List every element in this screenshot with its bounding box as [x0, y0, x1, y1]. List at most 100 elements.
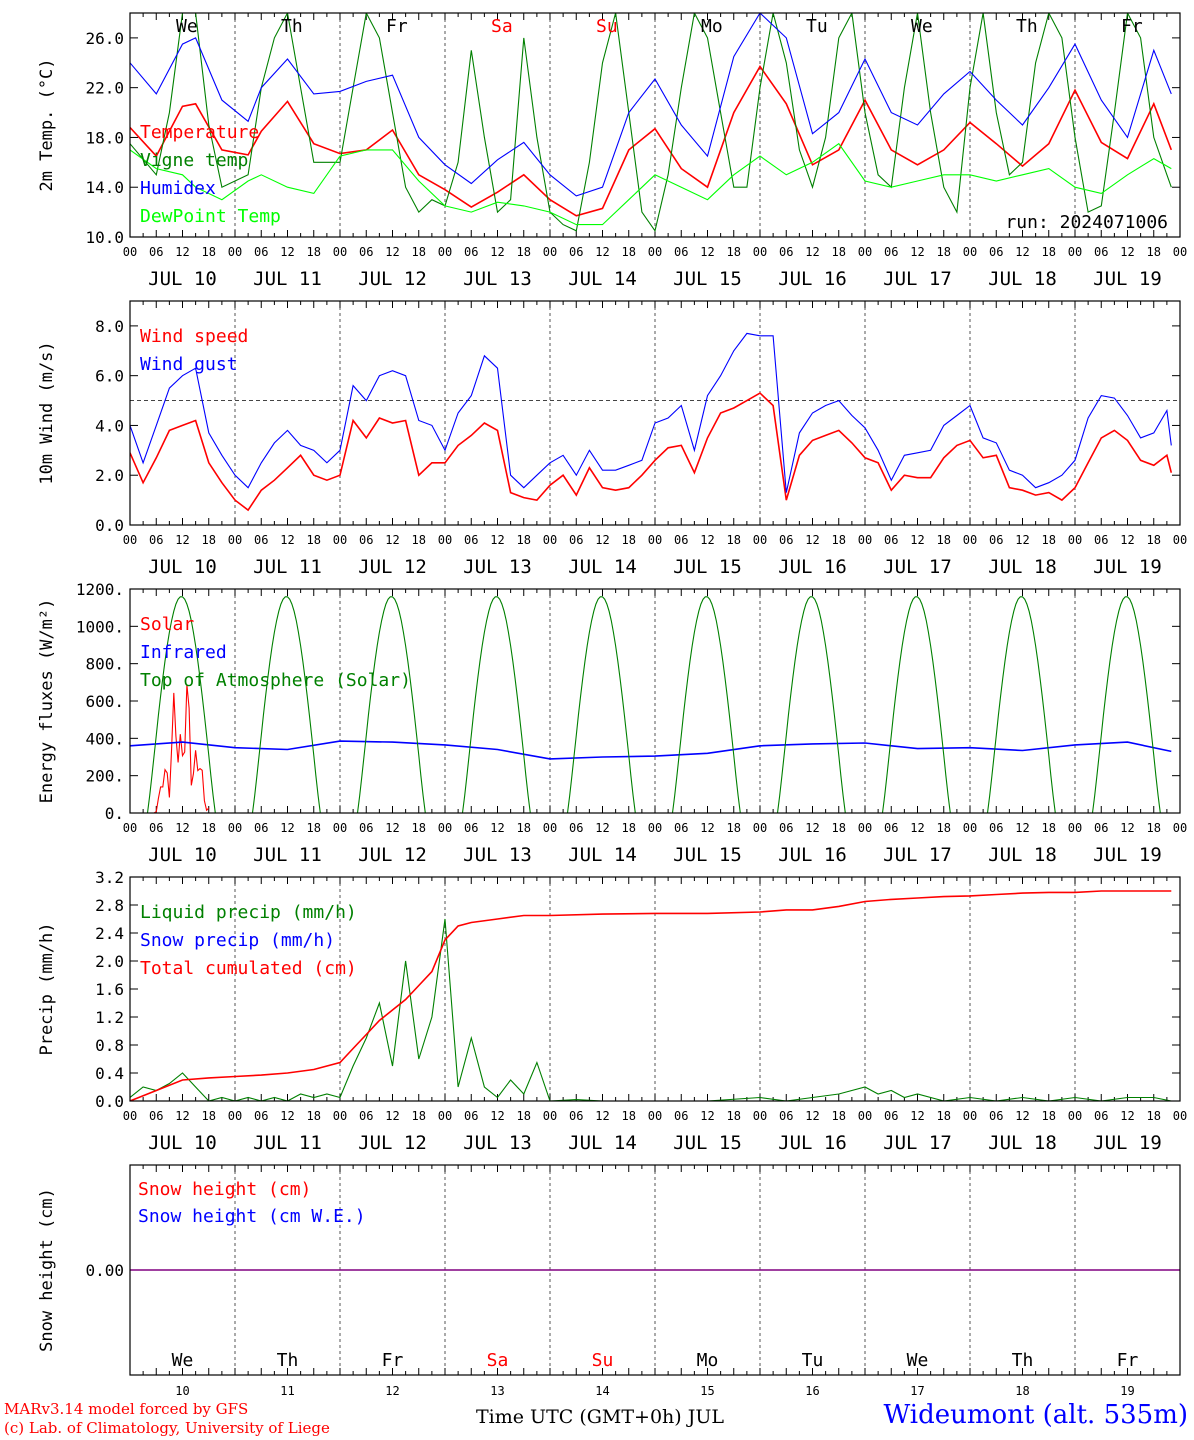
hour-label: 18: [622, 533, 636, 547]
date-label: JUL 19: [1093, 268, 1162, 290]
hour-label: 00: [1068, 821, 1082, 835]
date-label: JUL 18: [988, 844, 1057, 866]
date-label: JUL 18: [988, 1132, 1057, 1154]
y-tick-label: 0.4: [95, 1064, 124, 1083]
date-label: JUL 17: [883, 844, 952, 866]
hour-label: 00: [648, 533, 662, 547]
hour-label: 12: [1015, 1109, 1029, 1123]
hour-label: 00: [1068, 533, 1082, 547]
hour-label: 12: [175, 1109, 189, 1123]
date-label: JUL 18: [988, 556, 1057, 578]
weekday-label: Fr: [386, 16, 408, 37]
y-tick-label: 18.0: [85, 128, 124, 147]
y-tick-label: 2.0: [95, 466, 124, 485]
hour-label: 00: [753, 245, 767, 259]
series-line-temperature: [130, 65, 1173, 217]
hour-label: 18: [727, 533, 741, 547]
legend-entry: Wind speed: [140, 326, 248, 347]
credit-line-1: MARv3.14 model forced by GFS: [4, 1400, 249, 1418]
day-number-label: 16: [805, 1384, 819, 1398]
date-label: JUL 10: [148, 556, 217, 578]
y-tick-label: 2.0: [95, 952, 124, 971]
hour-label: 18: [517, 1109, 531, 1123]
hour-label: 06: [464, 533, 478, 547]
y-tick-label: 2.8: [95, 896, 124, 915]
date-label: JUL 14: [568, 844, 637, 866]
y-tick-label: 0.0: [95, 1092, 124, 1111]
legend-entry: Solar: [140, 614, 194, 635]
hour-label: 00: [438, 821, 452, 835]
hour-label: 06: [149, 245, 163, 259]
hour-label: 00: [333, 1109, 347, 1123]
plot-frame: [129, 12, 1181, 238]
legend-entry: Temperature: [140, 122, 259, 143]
series-line-wind-speed: [130, 392, 1173, 512]
legend-entry: Top of Atmosphere (Solar): [140, 670, 411, 691]
hour-label: 12: [175, 245, 189, 259]
day-number-label: 12: [385, 1384, 399, 1398]
hour-label: 18: [412, 533, 426, 547]
hour-label: 06: [569, 533, 583, 547]
hour-label: 18: [937, 1109, 951, 1123]
hour-label: 12: [490, 1109, 504, 1123]
date-label: JUL 10: [148, 844, 217, 866]
hour-label: 06: [149, 1109, 163, 1123]
hour-label: 18: [832, 245, 846, 259]
hour-label: 06: [884, 821, 898, 835]
weekday-label: Tu: [802, 1350, 824, 1371]
hour-label: 06: [674, 245, 688, 259]
weekday-label: Th: [1012, 1350, 1034, 1371]
hour-label: 00: [963, 821, 977, 835]
hour-label: 18: [727, 821, 741, 835]
y-tick-label: 2.4: [95, 924, 124, 943]
date-label: JUL 17: [883, 268, 952, 290]
hour-label: 12: [280, 821, 294, 835]
hour-label: 18: [1147, 821, 1161, 835]
y-tick-label: 26.0: [85, 29, 124, 48]
series-line-infrared: [130, 740, 1172, 760]
hour-label: 00: [333, 245, 347, 259]
hour-label: 00: [228, 533, 242, 547]
station-title: Wideumont (alt. 535m): [883, 1400, 1188, 1430]
hour-label: 06: [569, 1109, 583, 1123]
date-label: JUL 13: [463, 1132, 532, 1154]
y-tick-label: 6.0: [95, 367, 124, 386]
legend-entry: Wind gust: [140, 354, 238, 375]
hour-label: 12: [280, 245, 294, 259]
hour-label: 18: [832, 821, 846, 835]
hour-label: 00: [228, 821, 242, 835]
weekday-label: We: [176, 16, 198, 37]
date-label: JUL 11: [253, 1132, 322, 1154]
hour-label: 12: [490, 533, 504, 547]
hour-label: 12: [1120, 1109, 1134, 1123]
hour-label: 00: [648, 821, 662, 835]
series-line-vigne-temp: [130, 13, 1172, 233]
hour-label: 18: [1042, 245, 1056, 259]
hour-label: 06: [359, 533, 373, 547]
date-label: JUL 19: [1093, 844, 1162, 866]
hour-label: 18: [202, 245, 216, 259]
hour-label: 12: [1015, 533, 1029, 547]
date-label: JUL 12: [358, 844, 427, 866]
hour-label: 00: [1068, 1109, 1082, 1123]
hour-label: 06: [989, 1109, 1003, 1123]
credits: MARv3.14 model forced by GFS (c) Lab. of…: [4, 1400, 330, 1438]
date-label: JUL 11: [253, 556, 322, 578]
hour-label: 00: [543, 245, 557, 259]
plot-frame: [129, 300, 1181, 526]
y-tick-label: 200.: [85, 767, 124, 786]
hour-label: 18: [307, 533, 321, 547]
hour-label: 00: [123, 821, 137, 835]
y-tick-label: 10.0: [85, 228, 124, 247]
weekday-label: Fr: [1121, 16, 1143, 37]
hour-label: 00: [333, 533, 347, 547]
weekday-label: We: [907, 1350, 929, 1371]
hour-label: 00: [858, 533, 872, 547]
legend-entry: Vigne temp: [140, 150, 248, 171]
weekday-label: Th: [1016, 16, 1038, 37]
hour-label: 00: [1068, 245, 1082, 259]
hour-label: 12: [1015, 821, 1029, 835]
y-axis-label: Energy fluxes (W/m²): [37, 599, 57, 804]
hour-label: 06: [254, 821, 268, 835]
hour-label: 06: [359, 821, 373, 835]
